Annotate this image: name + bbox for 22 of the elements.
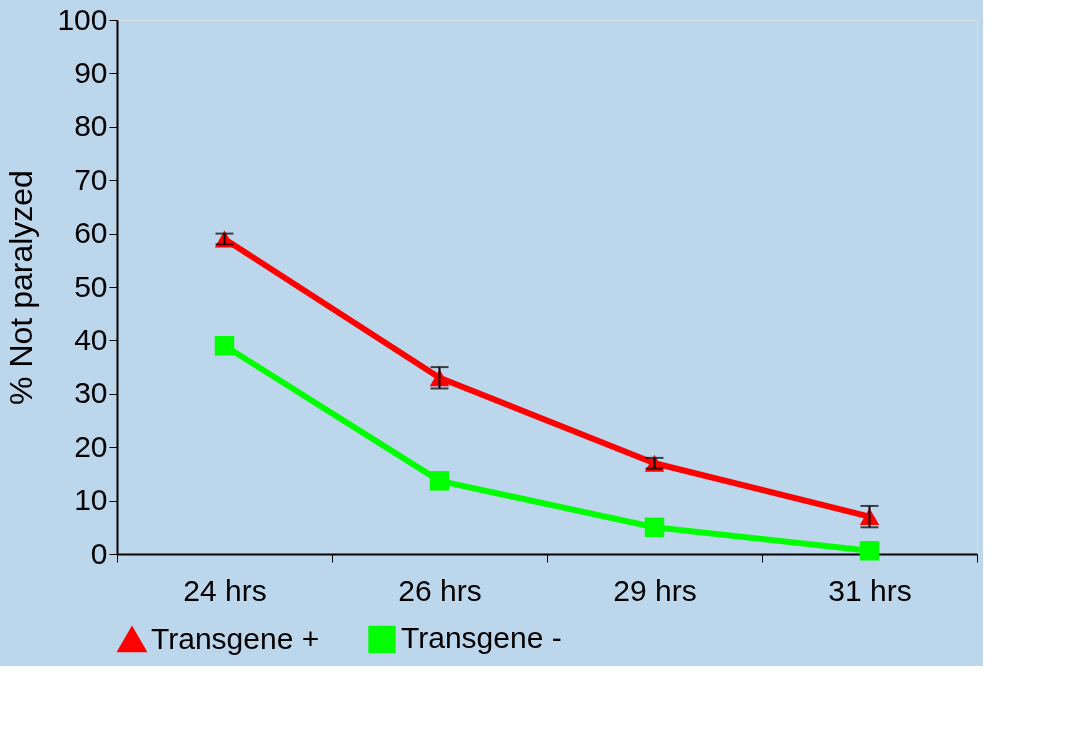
y-tick-label: 20 [74,429,108,463]
legend-label: Transgene - [401,621,562,655]
point [859,541,880,561]
y-axis-title: % Not paralyzed [3,170,40,405]
y-tick-label: 90 [74,55,108,89]
point [644,517,665,538]
y-tick-label: 100 [57,2,108,36]
y-tick-label: 60 [74,216,108,250]
y-tick-label: 40 [74,322,108,356]
point [429,471,450,491]
point [214,335,235,356]
y-tick-label: 0 [90,536,108,570]
x-tick-label: 29 hrs [613,573,697,607]
x-tick-label: 24 hrs [183,573,267,607]
y-tick-label: 30 [74,376,108,410]
x-tick-label: 31 hrs [828,573,912,607]
x-tick-label: 26 hrs [398,573,482,607]
y-tick-label: 50 [74,269,108,303]
y-tick-label: 10 [74,483,108,517]
y-tick-label: 70 [74,162,108,196]
legend-label: Transgene + [151,622,320,656]
y-tick-label: 80 [74,109,108,143]
